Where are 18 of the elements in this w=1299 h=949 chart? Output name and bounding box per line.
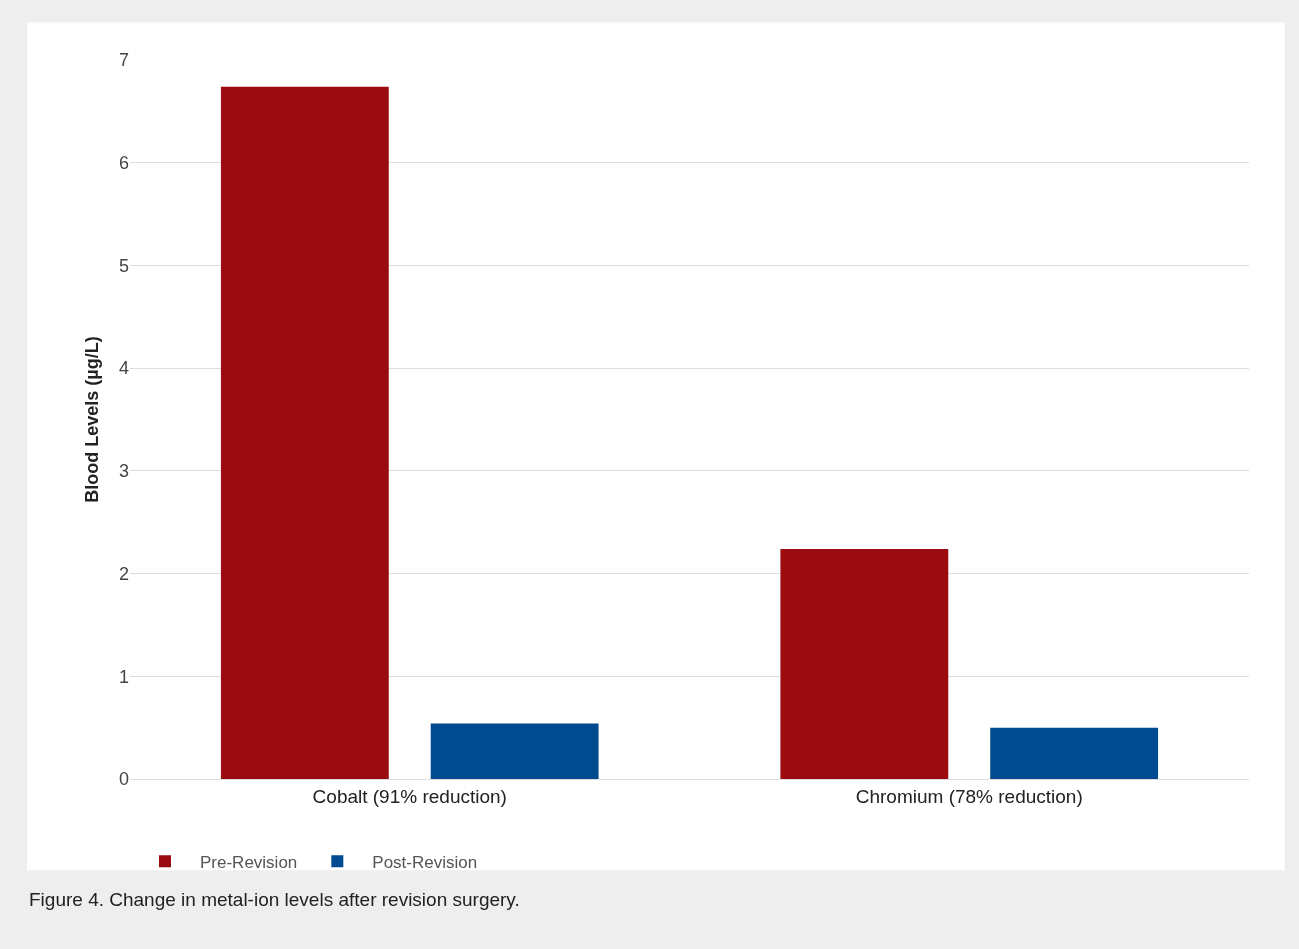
y-tick-label: 6 xyxy=(118,153,129,174)
bar xyxy=(780,548,949,779)
y-axis-title: Blood Levels (µg/L) xyxy=(82,336,103,503)
legend-label: Post-Revision xyxy=(372,852,478,872)
y-tick-label: 3 xyxy=(118,461,129,482)
y-tick-label: 2 xyxy=(118,563,129,584)
y-tick-label: 1 xyxy=(118,666,129,687)
x-tick-label: Chromium (78% reduction) xyxy=(855,785,1083,807)
bar xyxy=(220,86,389,779)
y-tick-label: 0 xyxy=(118,769,129,790)
y-tick-label: 5 xyxy=(118,255,129,276)
x-tick-label: Cobalt (91% reduction) xyxy=(312,785,507,807)
caption: Figure 4. Change in metal-ion levels after revision surgery. xyxy=(29,889,520,910)
y-tick-label: 7 xyxy=(118,50,129,71)
legend-label: Pre-Revision xyxy=(200,852,298,872)
bar xyxy=(990,727,1159,779)
y-tick-label: 4 xyxy=(118,358,129,379)
bar xyxy=(430,723,599,779)
